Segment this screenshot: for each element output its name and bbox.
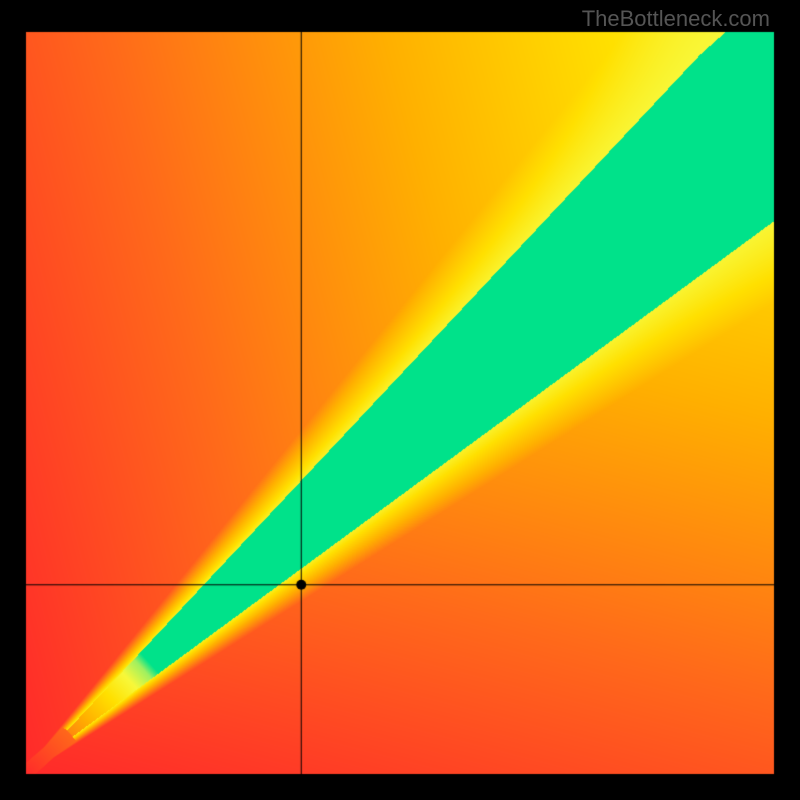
heatmap-canvas: [0, 0, 800, 800]
chart-container: TheBottleneck.com: [0, 0, 800, 800]
watermark-text: TheBottleneck.com: [582, 6, 770, 32]
